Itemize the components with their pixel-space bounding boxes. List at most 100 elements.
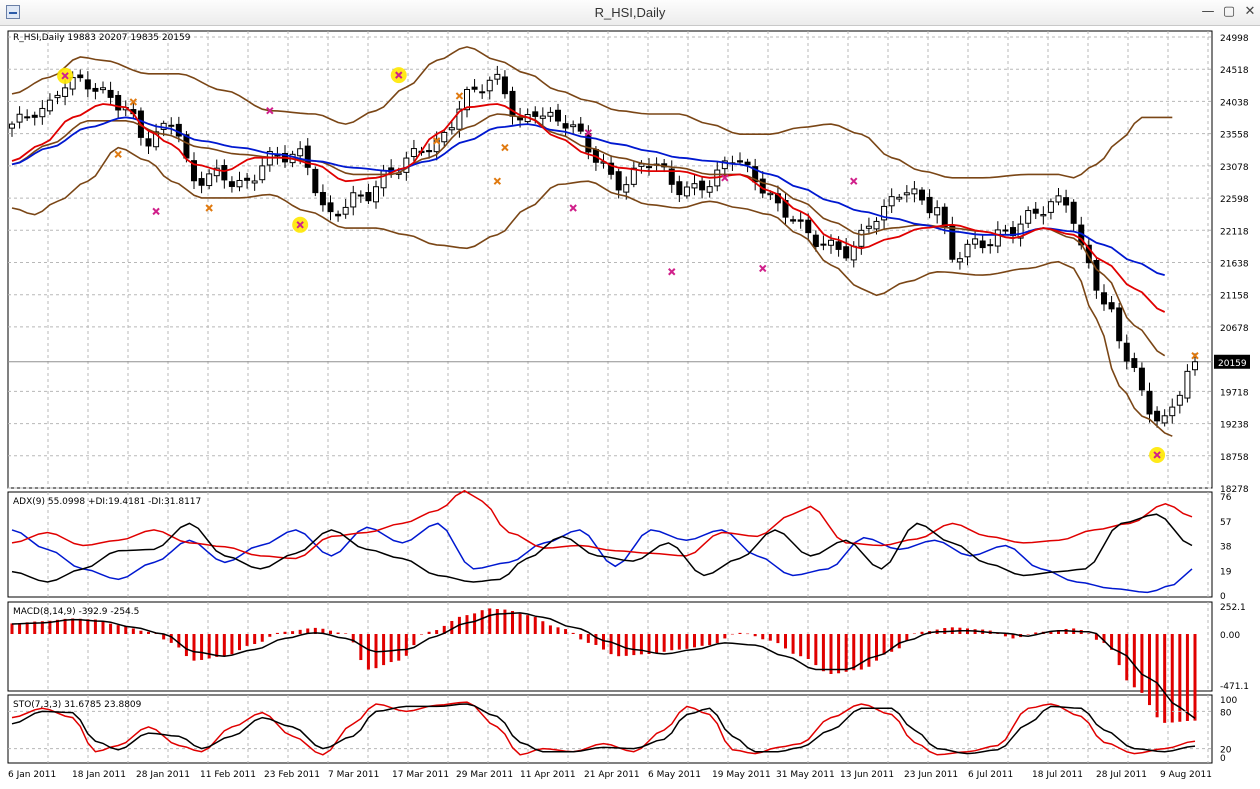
- candle: [790, 215, 797, 224]
- macd-bar: [192, 634, 196, 661]
- macd-bar: [86, 619, 90, 634]
- candle: [335, 210, 342, 222]
- candle-bull: [380, 169, 387, 189]
- candle: [426, 143, 433, 159]
- candle: [259, 157, 266, 184]
- chart-canvas[interactable]: 24998 24518 24038 23558 23078 22598 22118 21638…: [0, 26, 1260, 789]
- price-tick-label: 18278: [1220, 485, 1249, 495]
- candle-bull: [24, 116, 31, 119]
- macd-bar: [215, 634, 219, 657]
- candle-bull: [828, 239, 834, 246]
- price-tick-label: 23558: [1220, 131, 1249, 141]
- candle-bear: [1131, 358, 1138, 368]
- candle: [84, 71, 91, 98]
- candle-bull: [873, 220, 880, 230]
- candle: [577, 116, 584, 135]
- candle: [1192, 353, 1198, 376]
- date-axis-label: 6 May 2011: [648, 770, 701, 780]
- close-button[interactable]: ✕: [1244, 4, 1256, 19]
- fractal-marker: [501, 143, 509, 152]
- date-axis-label: 11 Feb 2011: [200, 770, 256, 780]
- candle-bear: [312, 168, 319, 194]
- macd-bar: [1110, 634, 1114, 650]
- candle-bull: [350, 192, 357, 208]
- candle-bear: [699, 180, 706, 191]
- candle-bull: [1184, 370, 1191, 399]
- candle-bear: [107, 89, 114, 98]
- macd-bar: [450, 620, 454, 634]
- macd-bar: [1178, 634, 1182, 722]
- macd-bar: [71, 618, 75, 634]
- candle-bear: [843, 246, 850, 259]
- candle: [464, 86, 470, 118]
- candle: [956, 251, 963, 270]
- candle: [1184, 364, 1191, 403]
- candle-bear: [319, 191, 326, 206]
- macd-bar: [715, 634, 719, 644]
- candle: [479, 84, 486, 99]
- candle: [31, 111, 38, 126]
- candle-bull: [1002, 229, 1009, 232]
- macd-bar: [685, 634, 689, 649]
- candle-bull: [1025, 210, 1032, 224]
- ma-blue-line: [11, 116, 1165, 276]
- macd-bar: [723, 634, 727, 639]
- macd-bar: [253, 634, 257, 644]
- macd-bar: [753, 634, 757, 637]
- candle-bear: [608, 162, 615, 175]
- candle: [1146, 382, 1153, 423]
- candle: [213, 159, 220, 183]
- macd-bar: [859, 634, 863, 670]
- macd-bar: [791, 634, 795, 654]
- macd-bar: [776, 634, 780, 644]
- candle-bear: [198, 178, 205, 186]
- macd-bar: [1125, 634, 1129, 681]
- macd-bar: [268, 634, 272, 637]
- macd-bar: [139, 630, 143, 634]
- macd-bar: [890, 634, 894, 652]
- candle: [843, 238, 850, 261]
- candle: [805, 213, 812, 242]
- candle-bull: [259, 165, 266, 181]
- candle-bear: [744, 161, 751, 166]
- window-titlebar[interactable]: R_HSI,Daily — ▢ ✕: [0, 0, 1260, 26]
- candle-bull: [1017, 223, 1024, 239]
- candle-bull: [706, 186, 713, 193]
- macd-bar: [275, 632, 279, 634]
- macd-bar: [821, 634, 825, 672]
- candle-bull: [850, 245, 857, 261]
- macd-bar: [1102, 634, 1106, 643]
- maximize-button[interactable]: ▢: [1222, 4, 1236, 19]
- candle: [77, 69, 84, 82]
- candle-bull: [1047, 201, 1054, 213]
- macd-bar: [382, 634, 386, 666]
- macd-bar: [169, 634, 173, 643]
- price-tick-label: 24038: [1220, 98, 1249, 108]
- fractal-marker: [296, 221, 304, 229]
- macd-bar: [40, 621, 44, 634]
- date-axis-label: 6 Jul 2011: [968, 770, 1013, 780]
- candle-bull: [964, 243, 971, 258]
- fractal-marker: [1191, 351, 1199, 360]
- candle-bear: [979, 240, 986, 249]
- fractal-marker: [759, 264, 767, 273]
- candle-bull: [623, 184, 630, 193]
- macd-bar: [761, 634, 765, 640]
- candle-bull: [1055, 195, 1062, 203]
- app-chart-icon: [6, 5, 20, 19]
- minimize-button[interactable]: —: [1201, 4, 1215, 19]
- candle-bear: [365, 191, 372, 202]
- price-tick-label: 21638: [1220, 260, 1249, 270]
- macd-bar: [207, 634, 211, 659]
- macd-bar: [829, 634, 833, 674]
- macd-tick-label: 252.1: [1220, 603, 1246, 613]
- date-axis-label: 29 Mar 2011: [456, 770, 513, 780]
- candle-bear: [191, 160, 197, 182]
- candle-bull: [486, 79, 493, 92]
- candle-bull: [956, 258, 963, 263]
- candle-bear: [812, 234, 819, 247]
- macd-bar: [1163, 634, 1167, 723]
- candle-bull: [494, 73, 501, 80]
- current-price-marker: [1214, 354, 1250, 369]
- candle: [683, 181, 690, 199]
